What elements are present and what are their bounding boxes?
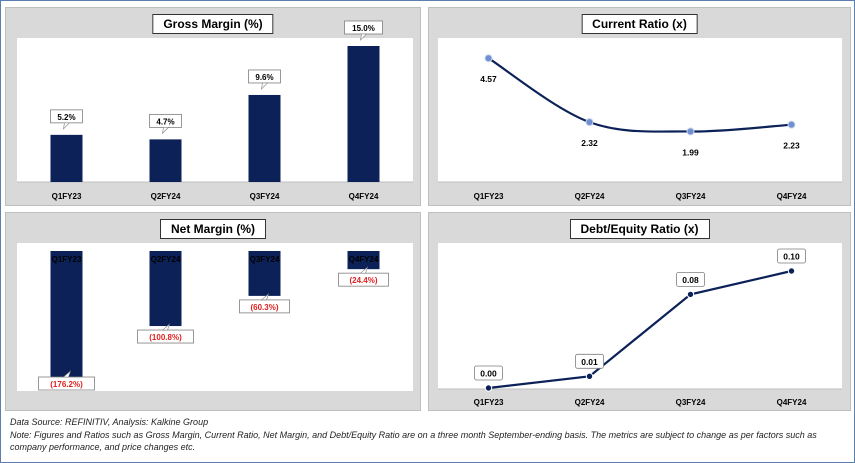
net-margin-bar [149,251,182,327]
debt-equity-data-label-box [676,272,705,287]
note-text: Note: Figures and Ratios such as Gross M… [10,429,817,453]
gross-margin-data-label-pointer [261,82,269,90]
net-margin-data-label: (24.4%) [349,276,377,285]
gross-margin-plot-area [17,38,413,182]
debt-equity-data-label: 0.00 [480,369,497,379]
net-margin-bar [248,251,281,296]
net-margin-tick-label: Q2FY24 [151,255,181,264]
debt-equity-data-label-box [575,353,604,369]
net-margin-panel: Q1FY23 (176.2%) Q2FY24 (100.8%) Q3FY24 (60.3%… [5,212,421,411]
debt-equity-tick-label: Q2FY24 [575,398,605,407]
net-margin-tick-label: Q1FY23 [52,255,82,264]
debt-equity-data-label-box [777,248,806,264]
current-ratio-panel: Q1FY23 4.57 Q2FY24 2.32 Q3FY24 1.99 Q4FY24 2.23… [428,7,851,206]
net-margin-tick-label: Q4FY24 [349,255,379,264]
gross-margin-data-label: 4.7% [156,117,174,126]
debt-equity-point [686,290,695,299]
debt-equity-point [484,384,493,392]
current-ratio-data-label: 2.23 [783,141,800,151]
debt-equity-data-label-box [474,365,503,381]
gross-margin-title: Gross Margin (%) [152,14,274,34]
net-margin-bar [347,251,380,270]
gross-margin-tick-label: Q3FY24 [250,192,280,201]
debt-equity-point [585,372,594,381]
current-ratio-tick-label: Q2FY24 [575,192,605,201]
net-margin-data-label-pointer [62,370,72,378]
debt-equity-point [787,267,796,275]
debt-equity-panel: Q1FY23 0.00 Q2FY24 0.01 Q3FY24 0.08 Q4FY24 0.10… [428,212,851,411]
gross-margin-data-label-pointer [63,122,71,130]
net-margin-title: Net Margin (%) [160,219,266,239]
gross-margin-chart: Q1FY23 5.2% Q2FY24 4.7% Q3FY24 9.6% Q4FY24 15.0… [17,20,413,201]
current-ratio-tick-label: Q4FY24 [777,192,807,201]
gross-margin-data-label: 9.6% [255,73,273,82]
gross-margin-bar [347,46,380,182]
gross-margin-tick-label: Q4FY24 [349,192,379,201]
gross-margin-data-label-pointer [162,127,170,135]
net-margin-data-label: (176.2%) [50,380,83,389]
net-margin-bar [50,251,83,383]
current-ratio-tick-label: Q1FY23 [474,192,504,201]
net-margin-tick-label: Q3FY24 [250,255,280,264]
gross-margin-bar [248,94,281,182]
current-ratio-data-label: 4.57 [480,74,497,84]
debt-equity-tick-label: Q3FY24 [676,398,706,407]
net-margin-plot-area [17,243,413,391]
gross-margin-tick-label: Q2FY24 [151,192,181,201]
current-ratio-data-label: 1.99 [682,147,699,157]
debt-equity-plot-area [438,243,842,389]
debt-equity-data-label: 0.10 [783,252,800,262]
gross-margin-tick-label: Q1FY23 [52,192,82,201]
net-margin-data-label-pointer [260,292,270,301]
debt-equity-chart: Q1FY23 0.00 Q2FY24 0.01 Q3FY24 0.08 Q4FY24 0.10 [438,248,842,407]
current-ratio-point [484,54,493,63]
current-ratio-title: Current Ratio (x) [581,14,698,34]
net-margin-data-label-pointer [359,266,369,274]
gross-margin-panel: Q1FY23 5.2% Q2FY24 4.7% Q3FY24 9.6% Q4FY24 15.0… [5,7,421,206]
debt-equity-tick-label: Q4FY24 [777,398,807,407]
net-margin-chart: Q1FY23 (176.2%) Q2FY24 (100.8%) Q3FY24 (60.3%… [38,251,389,391]
current-ratio-data-label: 2.32 [581,138,598,148]
gross-margin-data-label-pointer [360,33,368,41]
current-ratio-plot-area [438,38,842,182]
gross-margin-data-label: 15.0% [352,24,375,33]
current-ratio-point [585,118,594,127]
debt-equity-data-label: 0.01 [581,357,598,367]
current-ratio-tick-label: Q3FY24 [676,192,706,201]
current-ratio-point [787,120,796,129]
debt-equity-title: Debt/Equity Ratio (x) [569,219,710,239]
debt-equity-tick-label: Q1FY23 [474,398,504,407]
current-ratio-chart: Q1FY23 4.57 Q2FY24 2.32 Q3FY24 1.99 Q4FY24 2.23 [438,54,842,201]
debt-equity-series-line [488,269,792,390]
footer: Data Source: REFINITIV, Analysis: Kalkin… [10,416,850,454]
net-margin-data-label: (100.8%) [149,333,182,342]
gross-margin-bar [149,139,182,182]
debt-equity-data-label: 0.08 [682,275,699,285]
gross-margin-data-label: 5.2% [57,113,75,122]
data-source-text: Data Source: REFINITIV, Analysis: Kalkin… [10,417,209,427]
current-ratio-point [686,127,695,136]
net-margin-data-label: (60.3%) [250,303,278,312]
net-margin-data-label-pointer [161,323,171,331]
gross-margin-bar [50,134,83,182]
current-ratio-series-line [487,57,792,133]
